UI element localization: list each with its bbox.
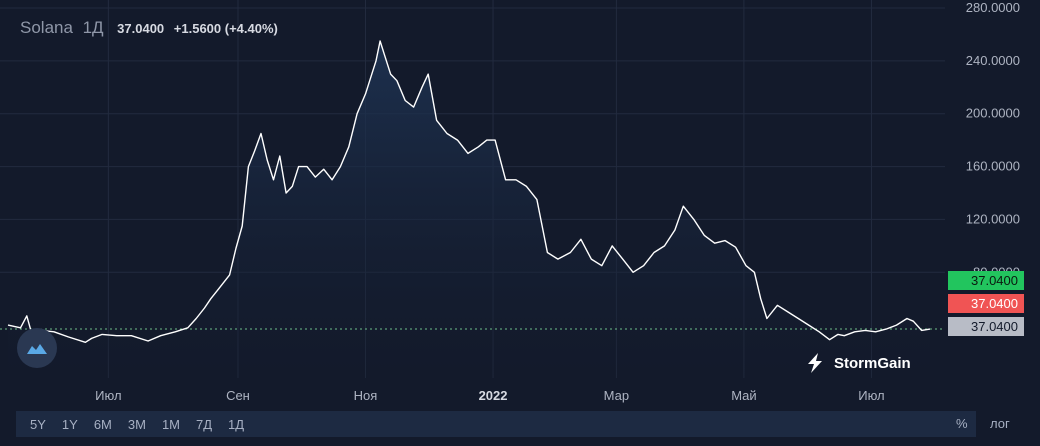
range-button-1y[interactable]: 1Y (61, 416, 78, 432)
price-line (7, 40, 931, 343)
last-price: 37.0400 (117, 21, 165, 36)
y-tick-label: 160.0000 (966, 159, 1020, 174)
y-tick-label: 200.0000 (966, 106, 1020, 121)
percent-toggle[interactable]: % (956, 416, 968, 431)
price-area (8, 41, 930, 378)
range-button-6m[interactable]: 6M (93, 416, 112, 432)
price-change: +1.5600 (+4.40%) (173, 21, 278, 36)
chart-legend: Solana 1Д 37.0400 +1.5600 (+4.40%) (20, 18, 284, 38)
cloud-wave-icon[interactable] (17, 328, 57, 368)
stormgain-bolt-icon (808, 353, 822, 373)
brand-name: StormGain (834, 354, 911, 372)
x-axis-labels: Июл Сен Ноя 2022 Мар Май Июл (95, 388, 885, 403)
y-tick-label: 120.0000 (966, 211, 1020, 226)
range-button-1д[interactable]: 1Д (228, 416, 245, 432)
range-button-3m[interactable]: 3M (127, 416, 146, 432)
x-tick-label: 2022 (479, 388, 508, 403)
price-tag-red: 37.0400 (948, 294, 1024, 313)
y-tick-label: 240.0000 (966, 53, 1020, 68)
range-button-5y[interactable]: 5Y (30, 416, 46, 432)
symbol-name: Solana (20, 18, 73, 37)
price-tag-green: 37.0400 (948, 271, 1024, 290)
x-tick-label: Мар (604, 388, 629, 403)
timeframe-label: 1Д (82, 18, 104, 37)
y-axis-labels: 80.0000120.0000160.0000200.0000240.00002… (966, 0, 1020, 279)
x-tick-label: Июл (95, 388, 121, 403)
x-tick-label: Ноя (354, 388, 378, 403)
x-tick-label: Июл (858, 388, 884, 403)
range-button-7д[interactable]: 7Д (196, 416, 213, 432)
log-toggle[interactable]: лог (990, 416, 1010, 431)
price-tag-grey: 37.0400 (948, 317, 1024, 336)
range-toolbar: 5Y 1Y 6M 3M 1M 7Д 1Д (16, 411, 976, 437)
x-tick-label: Май (731, 388, 756, 403)
stormgain-logo: StormGain (804, 352, 911, 374)
y-tick-label: 280.0000 (966, 0, 1020, 15)
x-tick-label: Сен (226, 388, 250, 403)
range-button-1m[interactable]: 1M (161, 416, 180, 432)
